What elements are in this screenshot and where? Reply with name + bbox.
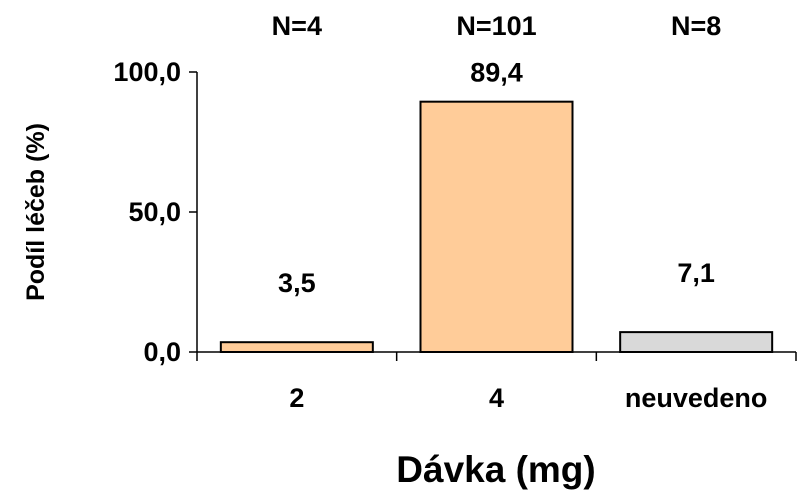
bar-value-label: 89,4	[470, 58, 523, 88]
y-tick-label: 100,0	[113, 57, 181, 87]
x-tick-label: neuvedeno	[625, 383, 768, 413]
x-axis-title: Dávka (mg)	[396, 449, 595, 490]
bar-value-label: 7,1	[677, 258, 715, 288]
labels-layer: 0,0 50,0 100,0 3,5 N=4 2 89,4 N=101 4 7,1 N=8 neuve…	[113, 11, 767, 413]
bar-value-label: 3,5	[278, 268, 316, 298]
y-tick-label: 50,0	[128, 197, 181, 227]
bar	[419, 100, 574, 354]
sample-size-label: N=8	[671, 11, 721, 41]
bars-layer	[219, 100, 774, 354]
sample-size-label: N=101	[456, 11, 536, 41]
x-tick-label: 4	[489, 383, 504, 413]
x-tick-label: 2	[289, 383, 304, 413]
y-tick-label: 0,0	[143, 337, 181, 367]
y-axis-title: Podíl léčeb (%)	[22, 123, 50, 301]
sample-size-label: N=4	[272, 11, 322, 41]
bar	[619, 331, 774, 353]
bar	[219, 341, 374, 354]
